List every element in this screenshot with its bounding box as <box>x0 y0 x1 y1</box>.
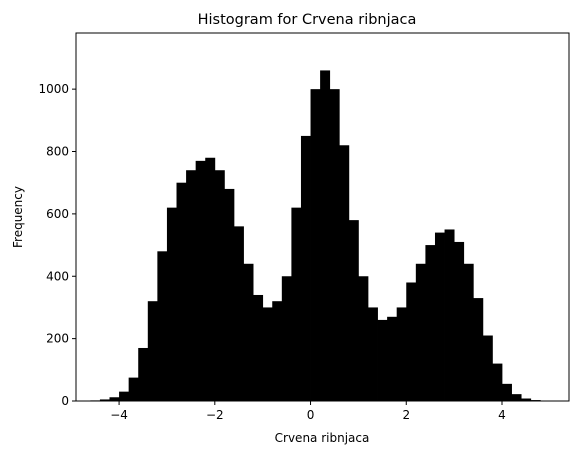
x-tick-label: 0 <box>307 408 315 422</box>
histogram-bar <box>310 89 321 401</box>
histogram-bar <box>214 170 225 401</box>
histogram-bar <box>377 319 388 401</box>
y-tick-label: 1000 <box>38 82 69 96</box>
histogram-bar <box>176 182 187 401</box>
histogram-bar <box>434 232 445 401</box>
histogram-bar <box>147 301 158 401</box>
histogram-bar <box>291 207 302 401</box>
bars-group <box>90 70 551 402</box>
histogram-bar <box>511 394 522 401</box>
histogram-bar <box>272 301 283 401</box>
histogram-bar <box>406 282 417 401</box>
histogram-bar <box>128 377 139 401</box>
histogram-bar <box>444 229 455 401</box>
histogram-bar <box>348 220 359 401</box>
y-axis-label: Frequency <box>11 186 25 248</box>
histogram-bar <box>138 347 149 401</box>
histogram-bar <box>195 160 206 401</box>
chart-title: Histogram for Crvena ribnjaca <box>198 12 417 28</box>
y-tick-label: 400 <box>46 269 69 283</box>
x-tick-label: 4 <box>498 408 506 422</box>
histogram-bar <box>233 226 244 401</box>
histogram-bar <box>358 276 369 401</box>
histogram-bar <box>99 399 110 401</box>
histogram-bar <box>243 263 254 401</box>
histogram-bar <box>501 383 512 401</box>
y-tick-label: 800 <box>46 145 69 159</box>
histogram-bar <box>119 391 130 401</box>
histogram-bar <box>109 397 120 401</box>
histogram-bar <box>463 263 474 401</box>
histogram-bar <box>396 307 407 401</box>
x-tick-label: −2 <box>206 408 224 422</box>
histogram-bar <box>473 298 484 401</box>
y-ticks: 0 200 400 600 800 1000 <box>38 82 76 408</box>
histogram-bar <box>166 207 177 401</box>
histogram-bar <box>482 335 493 401</box>
x-tick-label: −4 <box>110 408 128 422</box>
histogram-bar <box>329 89 340 401</box>
histogram-bar <box>339 145 350 401</box>
histogram-bar <box>367 307 378 401</box>
y-tick-label: 600 <box>46 207 69 221</box>
histogram-bar <box>387 316 398 401</box>
histogram-bar <box>205 157 216 401</box>
histogram-bar <box>224 188 235 401</box>
y-tick-label: 0 <box>61 394 69 408</box>
histogram-bar <box>253 294 264 401</box>
y-tick-label: 200 <box>46 332 69 346</box>
x-tick-label: 2 <box>402 408 410 422</box>
histogram-bar <box>157 251 168 401</box>
histogram-bar <box>281 276 292 401</box>
x-ticks: −4 −2 0 2 4 <box>110 401 506 422</box>
histogram-bar <box>186 170 197 401</box>
histogram-bar <box>454 241 465 401</box>
histogram-bar <box>415 263 426 401</box>
histogram-bar <box>320 70 331 402</box>
histogram-bar <box>262 307 273 401</box>
x-axis-label: Crvena ribnjaca <box>275 431 370 445</box>
histogram-bar <box>425 245 436 401</box>
plot-frame <box>75 32 570 402</box>
histogram-bar <box>492 363 503 401</box>
histogram-bar <box>521 398 532 401</box>
histogram-bar <box>300 135 311 402</box>
